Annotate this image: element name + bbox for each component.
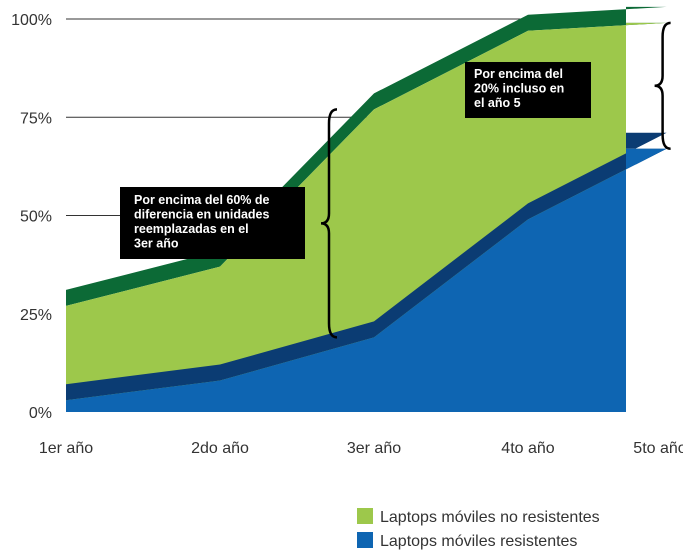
annotation-box-third-year <box>120 187 305 259</box>
annotation-text-third-year: Por encima del 60% de <box>134 193 270 207</box>
annotation-text-fifth-year: 20% incluso en <box>474 82 564 96</box>
brace-third-year <box>320 108 338 339</box>
y-axis-ticks: 0% 25% 50% 75% 100% <box>11 12 52 422</box>
y-tick-label: 50% <box>20 209 52 226</box>
legend-swatch-1 <box>357 532 373 548</box>
y-tick-label: 0% <box>29 405 52 422</box>
x-tick-label: 4to año <box>501 440 554 457</box>
annotation-text-third-year: reemplazadas en el <box>134 222 249 236</box>
y-tick-label: 25% <box>20 307 52 324</box>
annotation-text-third-year: 3er año <box>134 237 179 251</box>
x-tick-label: 5to año <box>633 440 683 457</box>
area-layer <box>66 6 667 413</box>
annotation-box-fifth-year <box>465 62 591 118</box>
legend-label-1: Laptops móviles resistentes <box>380 533 577 550</box>
series-area-1 <box>66 148 667 412</box>
annotation-text-third-year: diferencia en unidades <box>134 208 270 222</box>
x-tick-label: 3er año <box>347 440 401 457</box>
legend: Laptops móviles no resistentes Laptops mó… <box>357 508 600 550</box>
y-tick-label: 75% <box>20 110 52 127</box>
x-tick-label: 2do año <box>191 440 249 457</box>
legend-label-0: Laptops móviles no resistentes <box>380 509 600 526</box>
annotation-text-fifth-year: el año 5 <box>474 96 521 110</box>
legend-swatch-0 <box>357 508 373 524</box>
brace-fifth-year <box>654 21 671 150</box>
annotation-text-fifth-year: Por encima del <box>474 67 563 81</box>
y-tick-label: 100% <box>11 12 52 29</box>
series-edge-0 <box>66 6 667 306</box>
x-axis-ticks: 1er año 2do año 3er año 4to año 5to año <box>39 440 683 457</box>
x-tick-label: 1er año <box>39 440 93 457</box>
